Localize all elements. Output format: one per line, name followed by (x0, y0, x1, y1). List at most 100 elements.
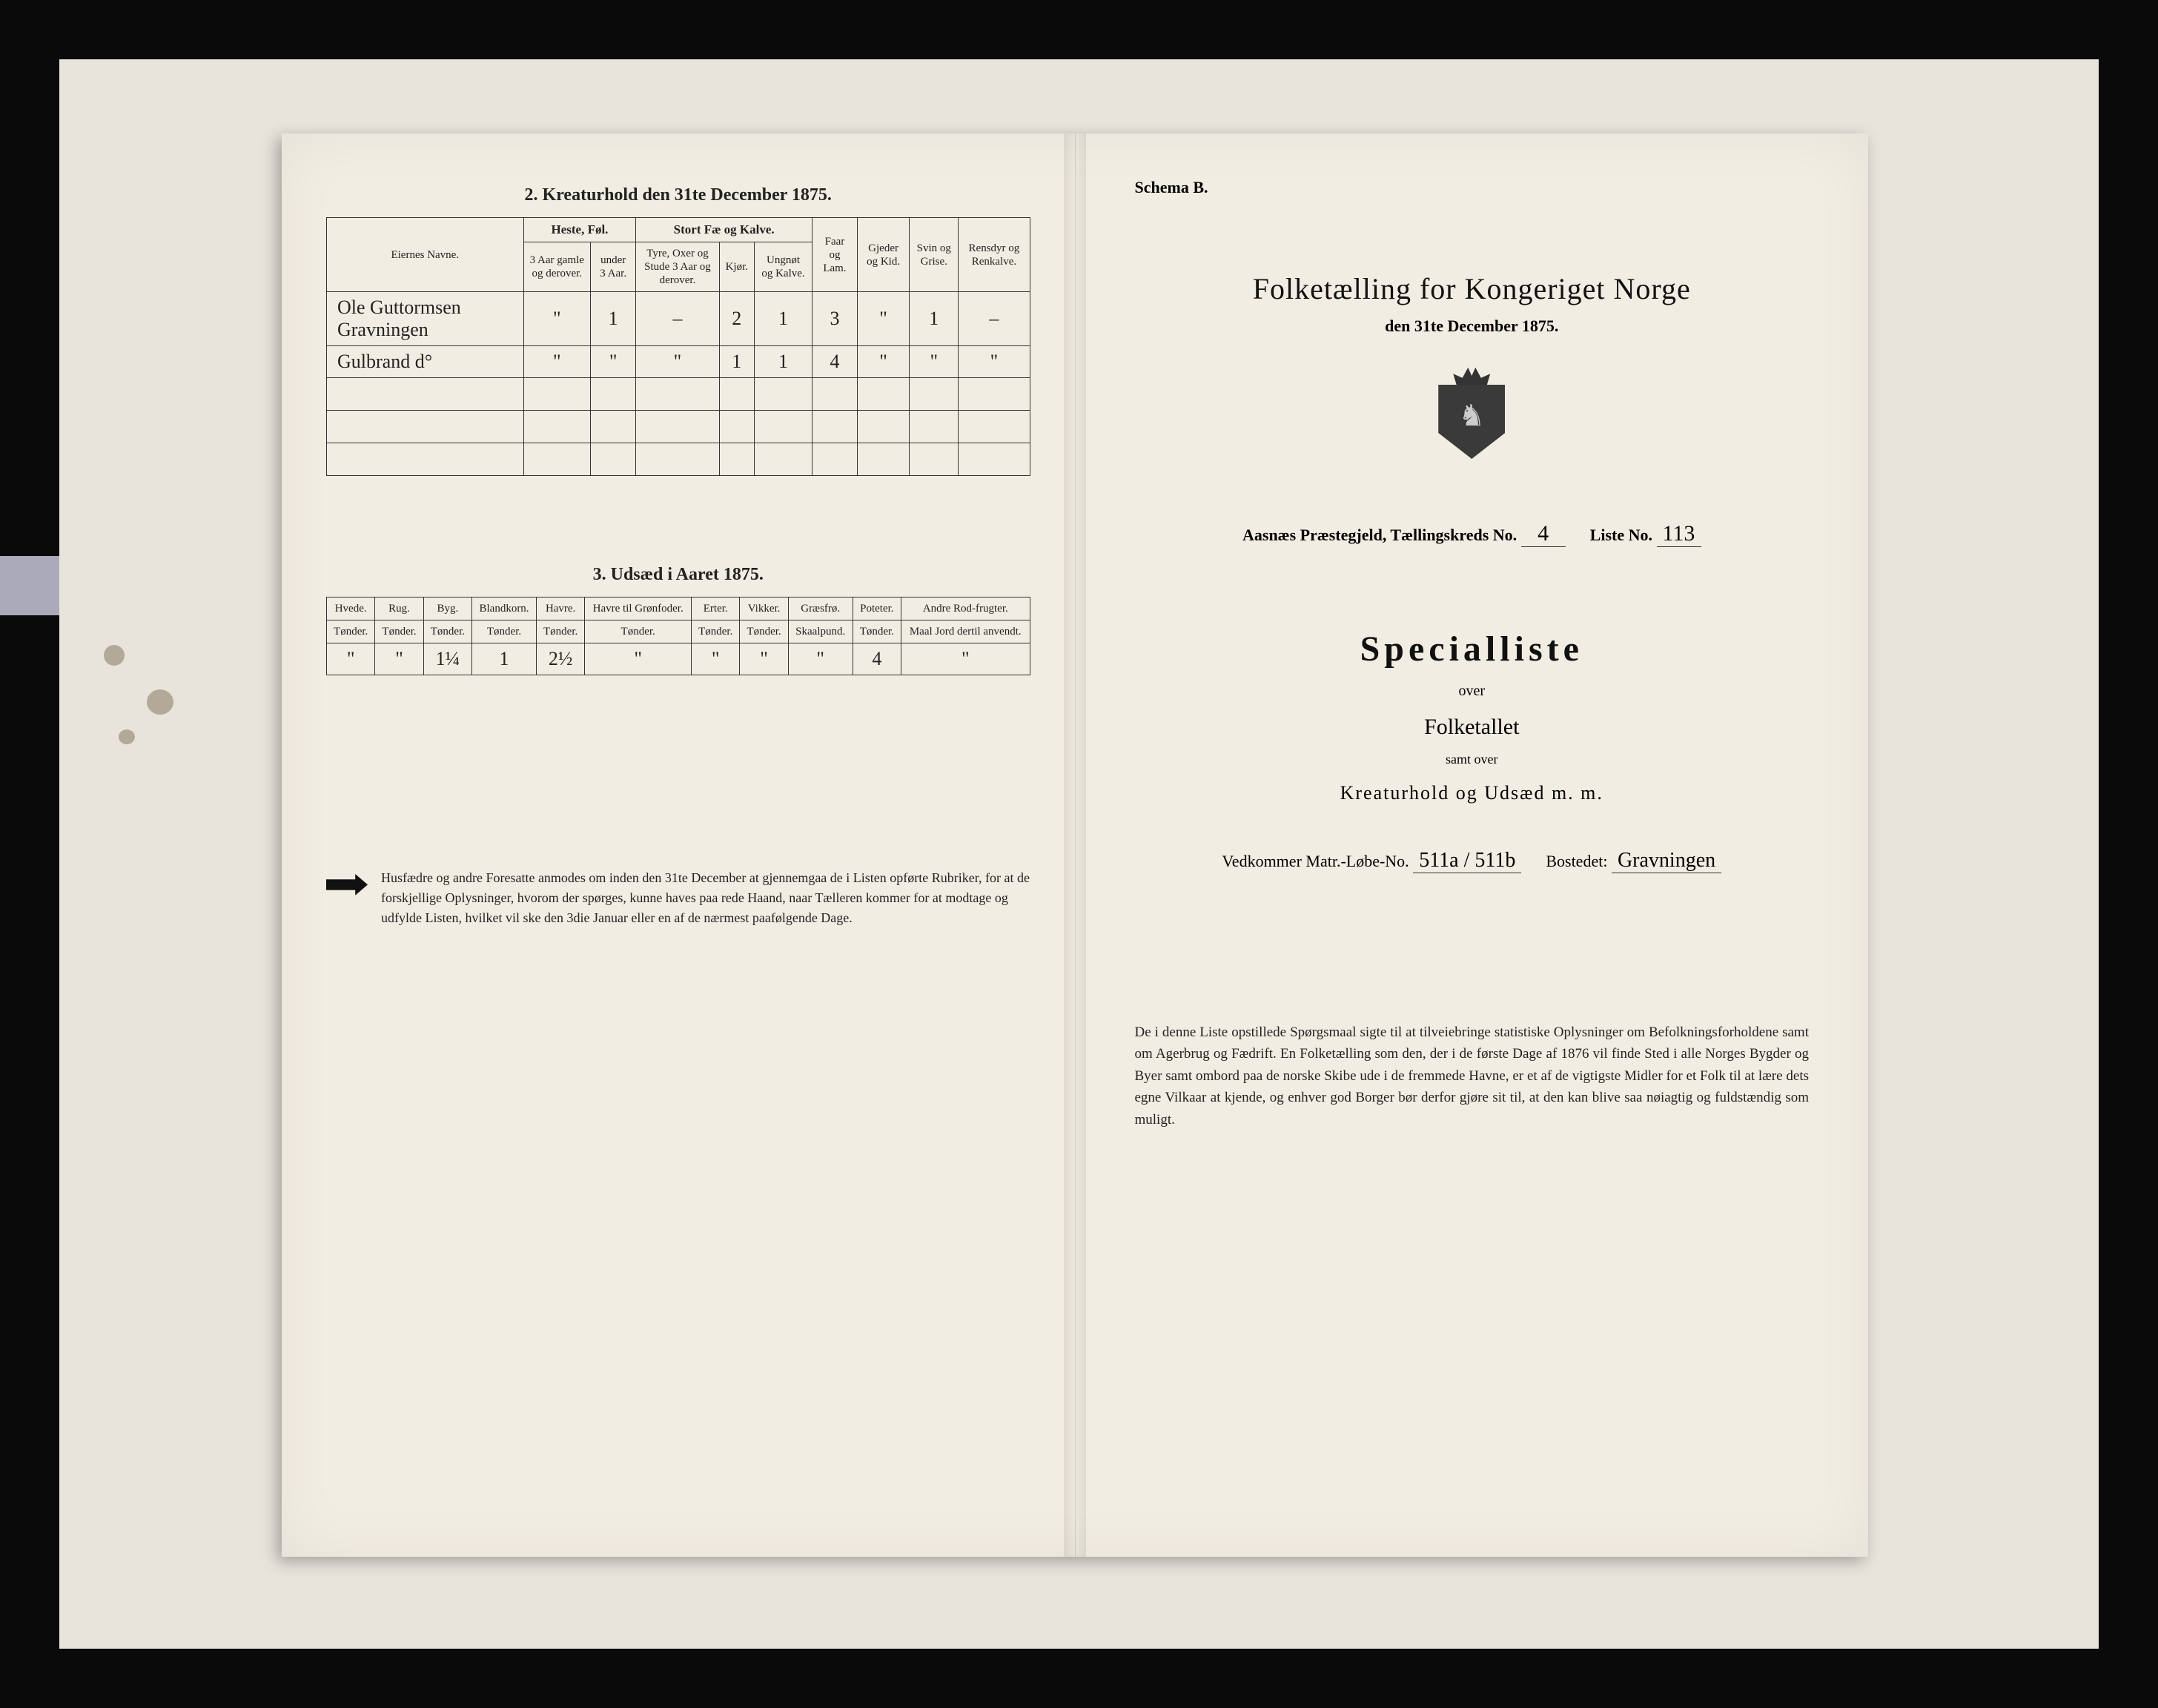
col: Hvede. (327, 598, 375, 620)
table-row-blank (327, 378, 1030, 411)
cell: 1 (755, 292, 812, 346)
table-row: Ole Guttormsen Gravningen " 1 – 2 1 3 " … (327, 292, 1030, 346)
cell: " (636, 346, 719, 378)
table-row: " " 1¼ 1 2½ " " " " 4 " (327, 643, 1030, 675)
col-reindeer: Rensdyr og Renkalve. (959, 218, 1030, 292)
col-unit: Skaalpund. (788, 620, 853, 643)
parish-line: Aasnæs Præstegjeld, Tællingskreds No. 4 … (1120, 521, 1824, 547)
table2-title: 3. Udsæd i Aaret 1875. (326, 565, 1030, 585)
liste-no: 113 (1657, 521, 1701, 547)
table1-title: 2. Kreaturhold den 31te December 1875. (326, 185, 1030, 205)
cell: 1 (472, 643, 537, 675)
col-pigs: Svin og Grise. (910, 218, 959, 292)
table-row-blank (327, 443, 1030, 476)
folketallet-label: Folketallet (1120, 715, 1824, 740)
parish-suffix: Præstegjeld, Tællingskreds No. (1300, 526, 1517, 544)
col: Poteter. (853, 598, 901, 620)
footnote-text: Husfædre og andre Foresatte anmodes om i… (381, 868, 1030, 928)
cell: 1 (910, 292, 959, 346)
col-unit: Tønder. (692, 620, 740, 643)
bosted-label: Bostedet: (1546, 852, 1607, 870)
col-sheep: Faar og Lam. (812, 218, 858, 292)
col-h1: 3 Aar gamle og derover. (523, 242, 590, 292)
col: Andre Rod-frugter. (901, 598, 1030, 620)
left-page: 2. Kreaturhold den 31te December 1875. E… (282, 133, 1076, 1557)
document-spread: 2. Kreaturhold den 31te December 1875. E… (282, 133, 1868, 1557)
col-unit: Tønder. (327, 620, 375, 643)
cell: 2½ (536, 643, 584, 675)
col: Rug. (375, 598, 423, 620)
matr-line: Vedkommer Matr.-Løbe-No. 511a / 511b Bos… (1120, 849, 1824, 873)
col-unit: Maal Jord dertil anvendt. (901, 620, 1030, 643)
col-unit: Tønder. (375, 620, 423, 643)
col: Blandkorn. (472, 598, 537, 620)
col-unit: Tønder. (472, 620, 537, 643)
col-s1: Tyre, Oxer og Stude 3 Aar og derover. (636, 242, 719, 292)
col-group-horses: Heste, Føl. (523, 218, 636, 242)
census-date: den 31te December 1875. (1120, 317, 1824, 336)
col-owner: Eiernes Navne. (327, 218, 524, 292)
col-unit: Tønder. (536, 620, 584, 643)
cell: – (636, 292, 719, 346)
footnote: Husfædre og andre Foresatte anmodes om i… (326, 868, 1030, 928)
cell: " (959, 346, 1030, 378)
matr-label: Vedkommer Matr.-Løbe-No. (1222, 852, 1409, 870)
col: Vikker. (740, 598, 788, 620)
col-goats: Gjeder og Kid. (857, 218, 909, 292)
right-page: Schema B. Folketælling for Kongeriget No… (1076, 133, 1869, 1557)
cell: " (692, 643, 740, 675)
cell: 1 (719, 346, 754, 378)
samt-label: samt over (1120, 752, 1824, 767)
livestock-table: Eiernes Navne. Heste, Føl. Stort Fæ og K… (326, 217, 1030, 476)
col: Havre. (536, 598, 584, 620)
cell: 1 (591, 292, 636, 346)
cell: " (901, 643, 1030, 675)
cell: " (375, 643, 423, 675)
cell: " (591, 346, 636, 378)
cell: " (523, 292, 590, 346)
col-h2: under 3 Aar. (591, 242, 636, 292)
cell: 4 (853, 643, 901, 675)
cell: " (788, 643, 853, 675)
table-row-blank (327, 411, 1030, 443)
schema-label: Schema B. (1135, 178, 1824, 197)
cell: 1¼ (423, 643, 471, 675)
bottom-paragraph: De i denne Liste opstillede Spørgsmaal s… (1120, 1022, 1824, 1131)
cell: " (910, 346, 959, 378)
kreatur-label: Kreaturhold og Udsæd m. m. (1120, 782, 1824, 804)
seed-table: Hvede. Rug. Byg. Blandkorn. Havre. Havre… (326, 597, 1030, 675)
over-label: over (1120, 683, 1824, 700)
census-title: Folketælling for Kongeriget Norge (1120, 271, 1824, 306)
pointing-hand-icon (326, 871, 368, 898)
cell: 1 (755, 346, 812, 378)
table-row: Gulbrand d° " " " 1 1 4 " " " (327, 346, 1030, 378)
col: Byg. (423, 598, 471, 620)
col-unit: Tønder. (423, 620, 471, 643)
col-s3: Ungnøt og Kalve. (755, 242, 812, 292)
col-unit: Tønder. (853, 620, 901, 643)
cell: 4 (812, 346, 858, 378)
col-unit: Tønder. (585, 620, 692, 643)
parish-name: Aasnæs (1242, 526, 1296, 544)
owner-name: Gulbrand d° (327, 346, 524, 378)
cell: 3 (812, 292, 858, 346)
cell: " (857, 346, 909, 378)
coat-of-arms-icon: ♞ (1431, 365, 1512, 462)
stain (119, 729, 135, 744)
cell: " (857, 292, 909, 346)
cell: " (327, 643, 375, 675)
stain (104, 645, 125, 666)
col-unit: Tønder. (740, 620, 788, 643)
col: Havre til Grønfoder. (585, 598, 692, 620)
cell: 2 (719, 292, 754, 346)
matr-no: 511a / 511b (1413, 849, 1521, 873)
kreds-no: 4 (1521, 521, 1566, 547)
bosted-value: Gravningen (1612, 849, 1721, 873)
col-group-cattle: Stort Fæ og Kalve. (636, 218, 812, 242)
cell: " (523, 346, 590, 378)
col: Græsfrø. (788, 598, 853, 620)
liste-label: Liste No. (1590, 526, 1652, 544)
specialliste-heading: Specialliste (1120, 629, 1824, 669)
col: Erter. (692, 598, 740, 620)
owner-name: Ole Guttormsen Gravningen (327, 292, 524, 346)
